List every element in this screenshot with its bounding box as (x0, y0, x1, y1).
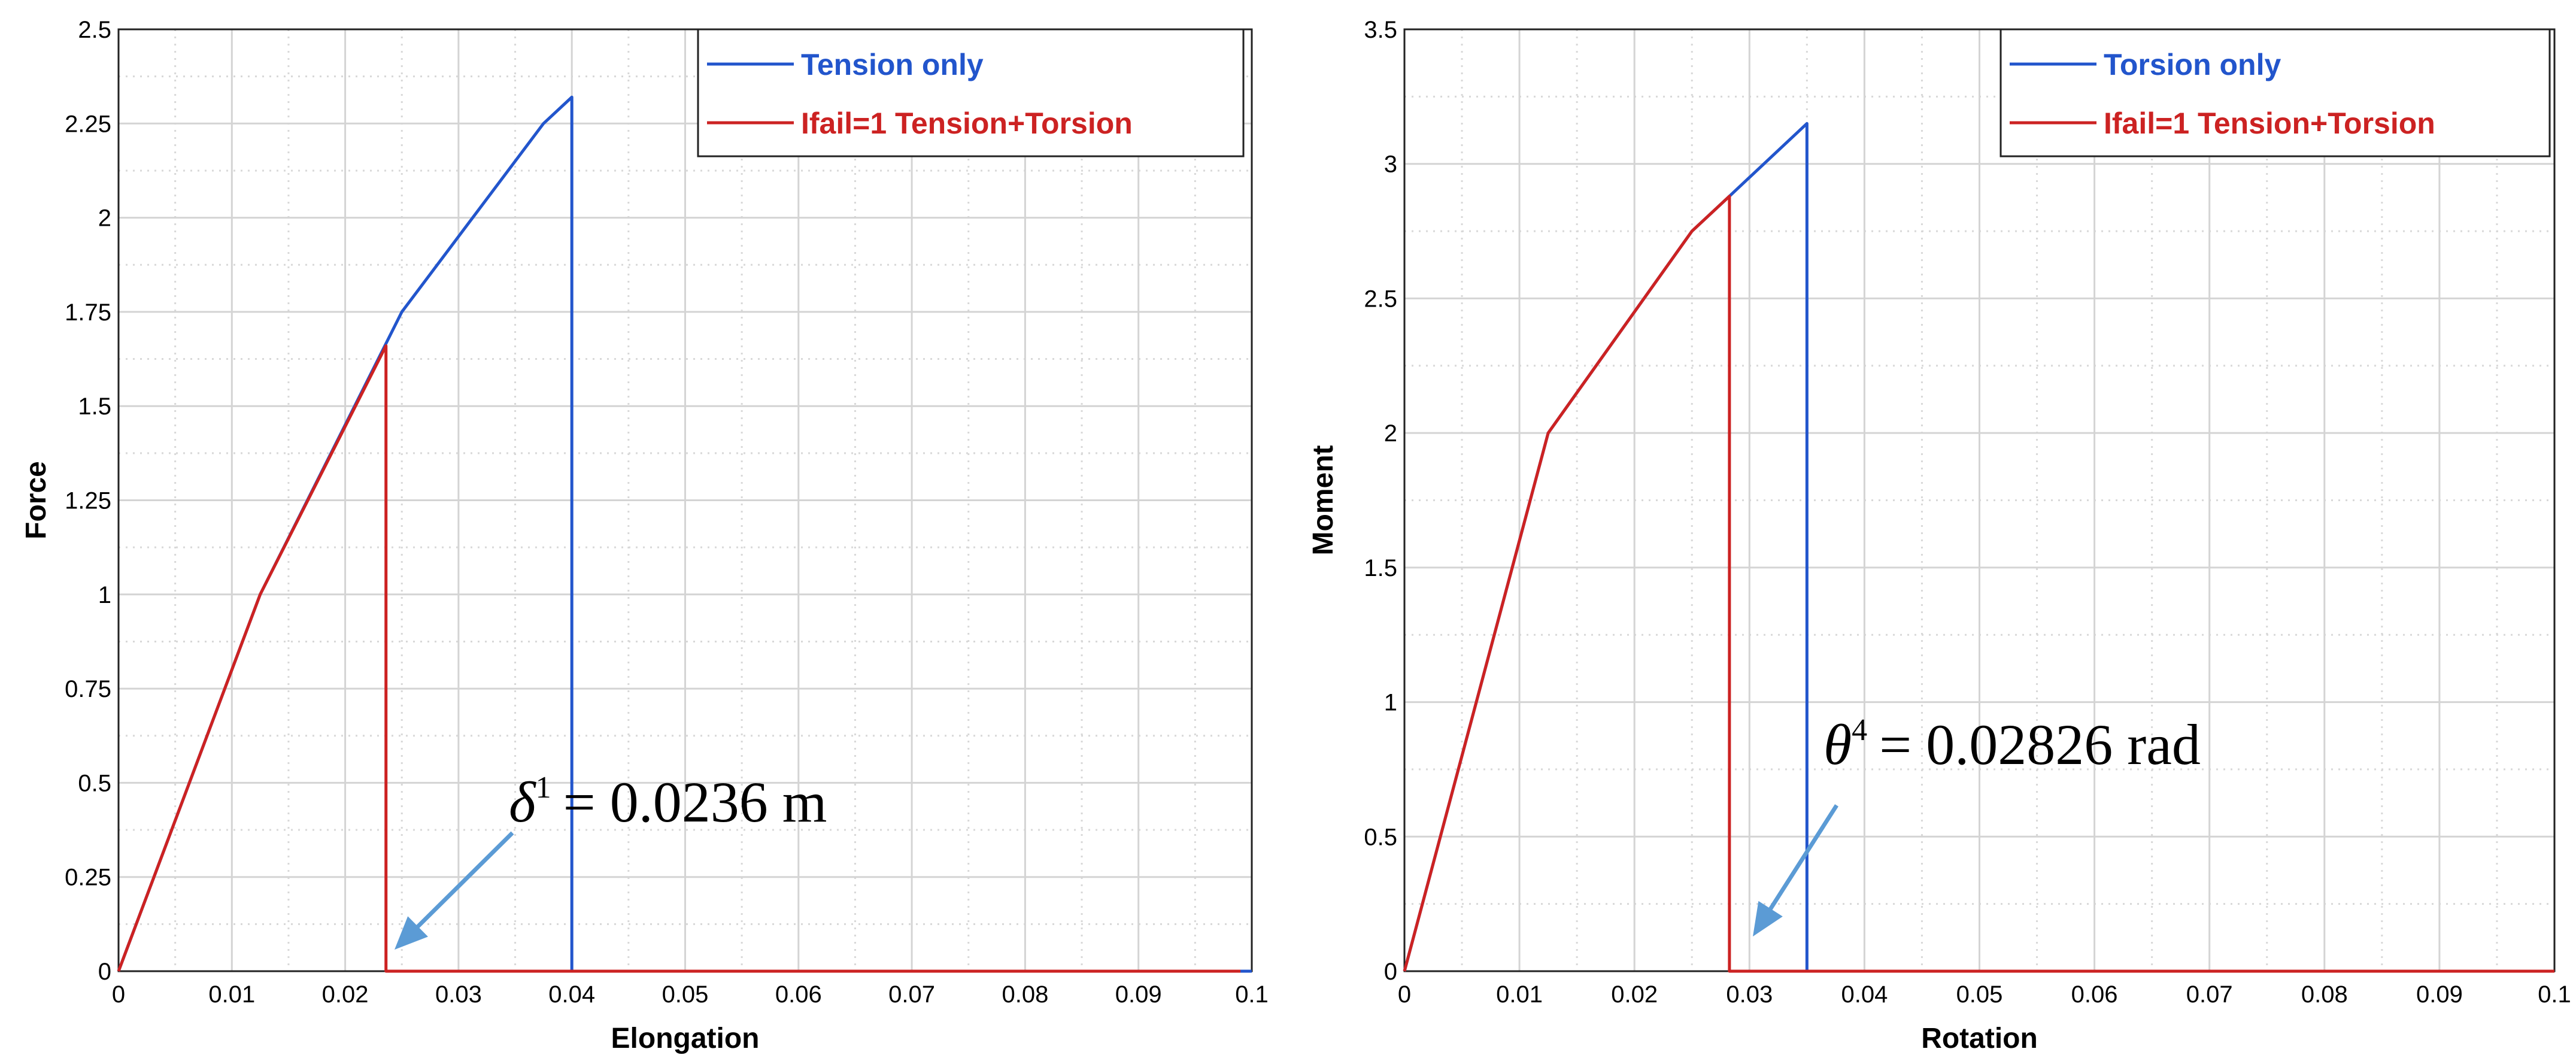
annotation-superscript: 1 (536, 771, 551, 805)
x-tick-label: 0.1 (2538, 981, 2571, 1008)
x-tick-label: 0.02 (1611, 981, 1658, 1008)
x-axis-label: Elongation (611, 1023, 760, 1054)
x-tick-label: 0.04 (1841, 981, 1888, 1008)
legend-label: Tension only (801, 48, 984, 81)
series-line-2 (1403, 195, 2554, 973)
annotation-arrow (1761, 804, 1838, 922)
legend-box (697, 28, 1245, 157)
annotation-symbol: θ (1823, 713, 1852, 777)
legend-box (1999, 28, 2551, 157)
x-tick-label: 0.07 (888, 981, 935, 1008)
x-tick-label: 0.01 (1496, 981, 1543, 1008)
y-axis-label: Moment (1307, 445, 1339, 555)
y-tick-label: 2.5 (1364, 286, 1397, 312)
x-tick-label: 0.09 (1115, 981, 1162, 1008)
y-tick-label: 0.75 (65, 676, 111, 702)
y-tick-label: 0.5 (1364, 824, 1397, 850)
arrowhead-icon (395, 916, 428, 950)
annotation-superscript: 4 (1852, 713, 1867, 747)
x-tick-label: 0 (112, 981, 125, 1008)
arrowhead-icon (1753, 901, 1783, 936)
x-tick-label: 0.03 (1726, 981, 1773, 1008)
x-axis-label: Rotation (1921, 1023, 2038, 1054)
x-tick-label: 0.01 (208, 981, 255, 1008)
y-tick-label: 2 (98, 205, 111, 232)
x-tick-label: 0.05 (662, 981, 709, 1008)
annotation-symbol: δ (509, 770, 536, 834)
y-tick-label: 3.5 (1364, 17, 1397, 43)
y-tick-label: 1.25 (65, 488, 111, 514)
annotation-value: = 0.0236 m (563, 770, 827, 834)
y-tick-label: 2.25 (65, 111, 111, 137)
chart-2: 0 0.01 0.02 0.03 0.04 0.05 0.06 0.07 0.08 0.09 0.1… (1307, 17, 2571, 1054)
y-tick-label: 0.25 (65, 865, 111, 891)
series-line-2 (117, 344, 1241, 973)
x-tick-label: 0.03 (435, 981, 482, 1008)
y-tick-label: 0 (1384, 959, 1397, 985)
x-tick-label: 0.08 (2301, 981, 2348, 1008)
y-tick-label: 2 (1384, 420, 1397, 447)
y-axis-label: Force (20, 461, 52, 539)
annotation-text: δ1 = 0.0236 m (509, 770, 827, 834)
y-tick-label: 0.5 (78, 770, 111, 796)
legend: Torsion only Ifail=1 Tension+Torsion (1999, 28, 2551, 157)
x-tick-label: 0.06 (775, 981, 822, 1008)
y-tick-label: 1.5 (78, 393, 111, 420)
x-tick-label: 0.08 (1002, 981, 1048, 1008)
x-tick-label: 0.07 (2186, 981, 2233, 1008)
x-tick-label: 0.06 (2071, 981, 2118, 1008)
x-tick-label: 0.02 (322, 981, 369, 1008)
y-tick-label: 3 (1384, 151, 1397, 178)
x-tick-label: 0.04 (548, 981, 595, 1008)
annotation-arrow (407, 831, 514, 938)
y-tick-label: 1 (1384, 690, 1397, 716)
legend-label: Ifail=1 Tension+Torsion (2104, 107, 2435, 140)
legend: Tension only Ifail=1 Tension+Torsion (697, 28, 1245, 157)
y-tick-label: 2.5 (78, 17, 111, 43)
y-tick-label: 1.5 (1364, 555, 1397, 581)
x-tick-label: 0.1 (1235, 981, 1269, 1008)
annotation-text: θ4 = 0.02826 rad (1823, 713, 2201, 777)
y-tick-label: 0 (98, 959, 111, 985)
chart-1: 0 0.01 0.02 0.03 0.04 0.05 0.06 0.07 0.08 0.09 0.1… (20, 17, 1269, 1054)
y-tick-label: 1 (98, 582, 111, 608)
legend-label: Torsion only (2104, 48, 2281, 81)
legend-label: Ifail=1 Tension+Torsion (801, 107, 1133, 140)
x-tick-label: 0.09 (2416, 981, 2463, 1008)
annotation-value: = 0.02826 rad (1879, 713, 2201, 777)
x-tick-label: 0.05 (1956, 981, 2003, 1008)
x-tick-label: 0 (1398, 981, 1411, 1008)
y-tick-label: 1.75 (65, 299, 111, 326)
